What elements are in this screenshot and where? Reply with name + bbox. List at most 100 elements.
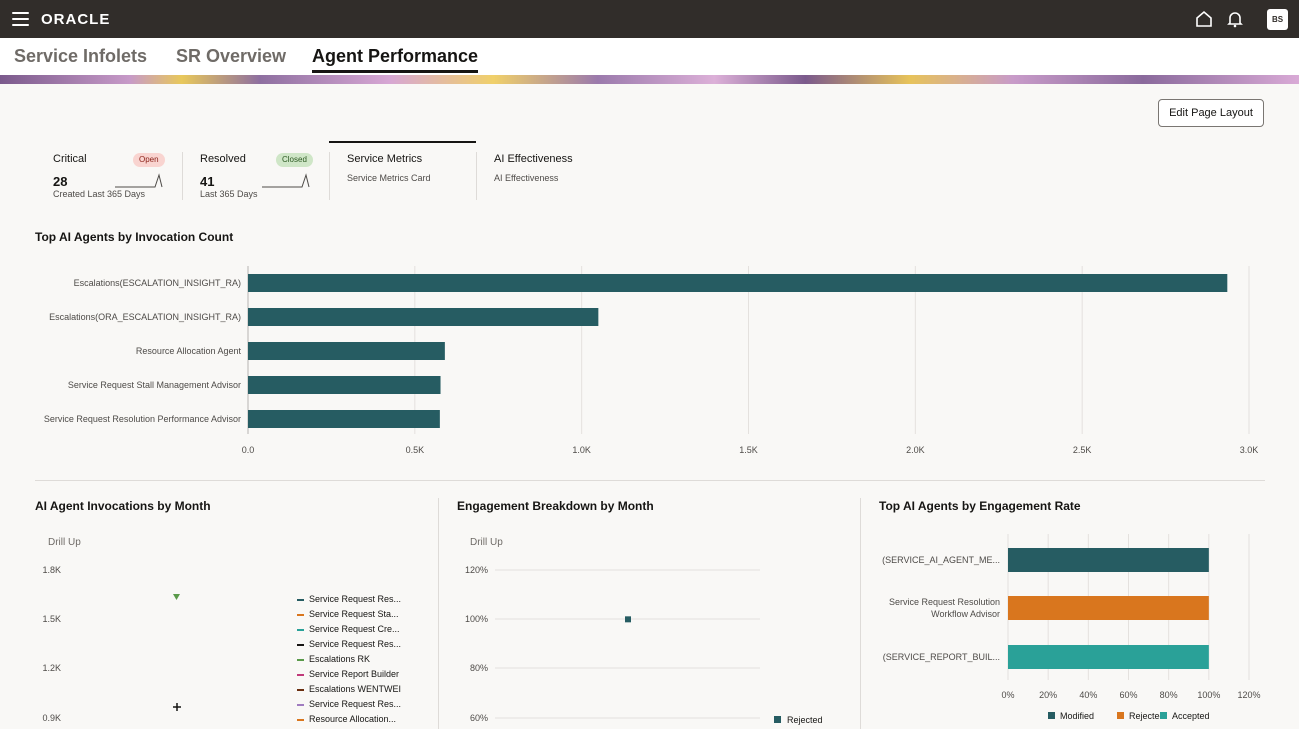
y-tick-label: 1.5K (42, 614, 61, 624)
y-tick-label: 80% (470, 663, 488, 673)
critical-title: Critical (53, 153, 87, 165)
drill-up-link[interactable]: Drill Up (48, 537, 81, 548)
bar (248, 342, 445, 360)
drill-up-link[interactable]: Drill Up (470, 537, 503, 548)
data-point (173, 703, 181, 711)
x-tick-label: 0% (1001, 690, 1014, 700)
legend-swatch (297, 688, 304, 691)
y-tick-label: 60% (470, 713, 488, 723)
x-tick-label: 1.5K (739, 445, 758, 455)
y-tick-label: 1.8K (42, 565, 61, 575)
legend-swatch (1048, 712, 1055, 719)
x-tick-label: 120% (1237, 690, 1260, 700)
x-tick-label: 20% (1039, 690, 1057, 700)
x-tick-label: 100% (1197, 690, 1220, 700)
x-tick-label: 40% (1079, 690, 1097, 700)
x-tick-label: 0.0 (242, 445, 255, 455)
x-tick-label: 0.5K (406, 445, 425, 455)
data-point (173, 594, 180, 600)
category-label: (SERVICE_REPORT_BUIL... (883, 652, 1000, 662)
legend-swatch (297, 703, 304, 706)
category-label: Service Request Resolution (889, 597, 1000, 607)
legend-item[interactable]: Service Request Res... (297, 594, 401, 604)
category-label: Workflow Advisor (931, 609, 1000, 619)
legend-swatch (297, 643, 304, 646)
tab-sr-overview[interactable]: SR Overview (176, 46, 287, 66)
critical-card[interactable]: Critical Open 28 Created Last 365 Days (53, 142, 165, 202)
legend-swatch (297, 718, 304, 721)
critical-label: Created Last 365 Days (53, 189, 146, 199)
section-divider (35, 480, 1265, 481)
legend-swatch (1117, 712, 1124, 719)
engagement-heading: Engagement Breakdown by Month (457, 499, 654, 513)
ai-effectiveness-title: AI Effectiveness (494, 153, 573, 165)
engagement-rate-heading: Top AI Agents by Engagement Rate (879, 499, 1081, 513)
y-tick-label: 120% (465, 565, 488, 575)
resolved-card[interactable]: Resolved Closed 41 Last 365 Days (200, 142, 313, 202)
home-icon[interactable] (1195, 10, 1213, 28)
category-label: Resource Allocation Agent (136, 346, 242, 356)
ai-effectiveness-sub: AI Effectiveness (494, 173, 559, 183)
critical-sparkline (115, 173, 163, 188)
closed-badge: Closed (276, 153, 313, 167)
card-divider (182, 152, 183, 200)
service-metrics-card[interactable]: Service Metrics Service Metrics Card (347, 142, 467, 202)
top-agents-bar-chart: 0.0 0.5K 1.0K 1.5K 2.0K 2.5K 3.0K Escalations(E… (44, 266, 1258, 455)
category-label: Escalations(ESCALATION_INSIGHT_RA) (74, 278, 241, 288)
panel-divider (860, 498, 861, 729)
legend-swatch (297, 613, 304, 616)
legend-item[interactable]: Service Request Sta... (297, 609, 399, 619)
legend-label: Modified (1060, 711, 1094, 721)
bell-icon[interactable] (1226, 10, 1244, 28)
legend-label: Service Request Cre... (309, 624, 400, 634)
tab-service-infolets[interactable]: Service Infolets (14, 46, 148, 66)
engagement-by-month-chart: 120% 100% 80% 60% Rejected (465, 565, 823, 725)
category-label: Service Request Stall Management Advisor (68, 380, 241, 390)
legend-label: Service Report Builder (309, 669, 400, 679)
legend-item[interactable]: Resource Allocation... (297, 714, 396, 724)
legend-swatch (297, 628, 304, 631)
top-bar: ORACLE BS (0, 0, 1299, 38)
user-avatar[interactable]: BS (1267, 9, 1288, 30)
legend-label: Service Request Res... (309, 699, 402, 709)
data-point (625, 616, 631, 623)
legend-label: Escalations RK (309, 654, 371, 664)
legend-item[interactable]: Service Request Res... (297, 639, 401, 649)
ai-effectiveness-card[interactable]: AI Effectiveness AI Effectiveness (494, 142, 614, 202)
legend-item[interactable]: Service Request Res... (297, 699, 401, 709)
bar (1008, 548, 1209, 572)
selected-card-indicator (329, 141, 476, 143)
oracle-logo: ORACLE (41, 11, 111, 28)
y-tick-label: 0.9K (42, 713, 61, 723)
bar (248, 376, 441, 394)
legend-swatch (297, 658, 304, 661)
legend-label: Escalations WENTWEI (309, 684, 402, 694)
legend-item[interactable]: Service Request Cre... (297, 624, 400, 634)
edit-page-layout-button[interactable]: Edit Page Layout (1158, 99, 1264, 127)
decorative-banner (0, 75, 1299, 84)
bar (1008, 596, 1209, 620)
hamburger-menu-icon[interactable] (12, 12, 29, 26)
x-tick-label: 1.0K (572, 445, 591, 455)
invocations-by-month-chart: 1.8K 1.5K 1.2K 0.9K (42, 565, 181, 723)
y-tick-label: 100% (465, 614, 488, 624)
legend-item[interactable]: Service Report Builder (297, 669, 399, 679)
legend-swatch (297, 598, 304, 601)
legend-item[interactable]: Escalations RK (297, 654, 370, 664)
by-month-heading: AI Agent Invocations by Month (35, 499, 211, 513)
top-agents-heading: Top AI Agents by Invocation Count (35, 230, 234, 244)
resolved-sparkline (262, 173, 310, 188)
legend-swatch (297, 673, 304, 676)
legend-label: Service Request Res... (309, 639, 402, 649)
open-badge: Open (133, 153, 165, 167)
legend-label: Rejected (787, 715, 823, 725)
legend-label: Accepted (1172, 711, 1210, 721)
tab-agent-performance[interactable]: Agent Performance (312, 46, 479, 73)
legend-swatch (774, 716, 781, 723)
bar (248, 410, 440, 428)
panel-divider (438, 498, 439, 729)
service-metrics-sub: Service Metrics Card (347, 173, 431, 183)
legend-label: Resource Allocation... (309, 714, 397, 724)
legend-item[interactable]: Escalations WENTWEI (297, 684, 401, 694)
page-tabs: Service Infolets SR Overview Agent Perfo… (0, 38, 1299, 75)
